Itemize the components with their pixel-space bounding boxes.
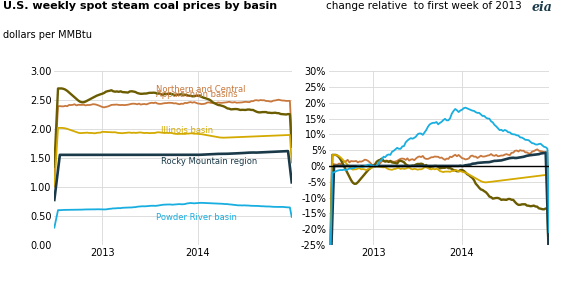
Text: Northern and Central: Northern and Central <box>156 84 245 94</box>
Text: change relative  to first week of 2013: change relative to first week of 2013 <box>326 1 522 11</box>
Text: eia: eia <box>531 1 552 14</box>
Text: dollars per MMBtu: dollars per MMBtu <box>3 30 92 40</box>
Text: Appalachian basins: Appalachian basins <box>156 90 237 99</box>
Text: Rocky Mountain region: Rocky Mountain region <box>161 157 257 166</box>
Text: Powder River basin: Powder River basin <box>156 213 236 222</box>
Text: Illinois basin: Illinois basin <box>161 126 213 135</box>
Text: U.S. weekly spot steam coal prices by basin: U.S. weekly spot steam coal prices by ba… <box>3 1 277 11</box>
